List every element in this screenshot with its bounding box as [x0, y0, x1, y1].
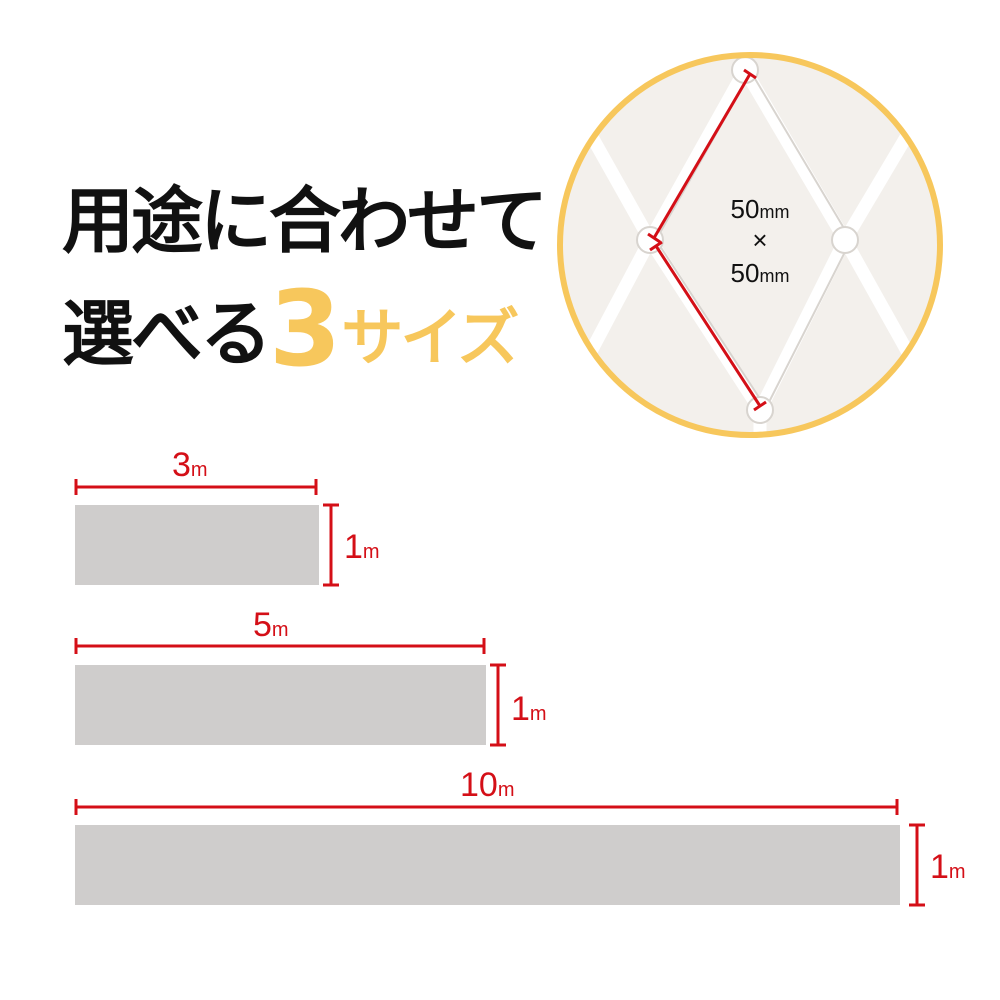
height-label-10m: 1m: [930, 848, 966, 886]
size-dimension-lines: [74, 479, 925, 907]
width-label-3m: 3m: [172, 446, 208, 484]
net-size-10m-bar: [75, 825, 900, 905]
heading-prefix: 選べる: [62, 292, 272, 376]
mesh-dimension-lines: [647, 68, 767, 412]
heading-line-1: 用途に合わせて: [62, 179, 548, 263]
mesh-dimension-line-2: 50mm: [730, 258, 790, 288]
height-label-3m: 1m: [344, 528, 380, 566]
net-size-3m-bar: [75, 505, 319, 585]
width-label-5m: 5m: [253, 606, 289, 644]
heading-suffix: サイズ: [341, 301, 519, 374]
mesh-dimension-line-1: 50mm: [730, 194, 790, 224]
width-label-10m: 10m: [460, 766, 515, 804]
mesh-times-sign: ×: [752, 225, 768, 255]
heading-size-count: 3: [269, 268, 342, 390]
net-size-5m-bar: [75, 665, 486, 745]
heading-line-2: 選べる3サイズ: [62, 268, 520, 390]
height-label-5m: 1m: [511, 690, 547, 728]
